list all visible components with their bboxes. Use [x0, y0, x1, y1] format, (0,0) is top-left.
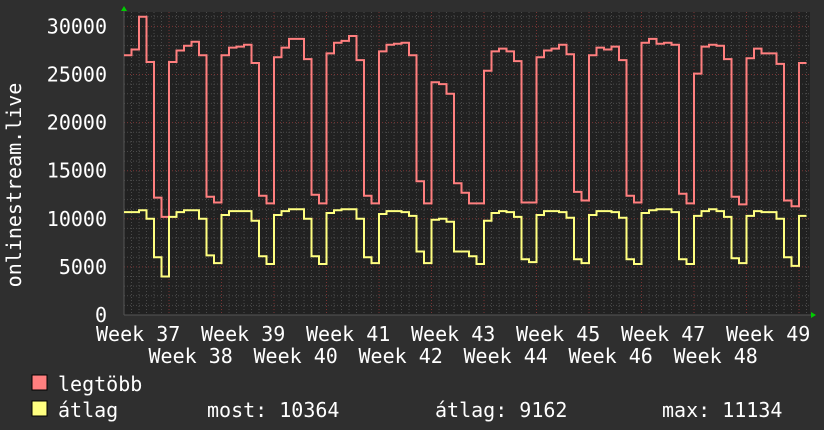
x-tick-label: Week 47 [621, 322, 705, 346]
series-line-max [124, 15, 807, 218]
x-tick-label: Week 40 [254, 344, 338, 368]
plot-area [124, 12, 810, 315]
y-tick-label: 10000 [47, 207, 107, 231]
x-tick-label: Week 46 [569, 344, 653, 368]
legend-swatch-max [31, 374, 48, 391]
x-axis-arrow-icon [811, 312, 816, 318]
x-tick-label: Week 45 [516, 322, 600, 346]
x-tick-label: Week 44 [464, 344, 548, 368]
y-axis-label: onlinestream.live [2, 83, 26, 288]
legend-label-max: legtöbb [58, 372, 142, 396]
stat-average: átlag: 9162 [435, 398, 567, 422]
x-tick-label: Week 38 [149, 344, 233, 368]
y-tick-label: 0 [95, 303, 107, 327]
y-tick-label: 15000 [47, 159, 107, 183]
x-tick-label: Week 42 [359, 344, 443, 368]
x-tick-label: Week 37 [96, 322, 180, 346]
x-tick-label: Week 48 [674, 344, 758, 368]
legend-label-avg: átlag [58, 398, 118, 422]
series-line-avg [124, 208, 807, 278]
y-tick-label: 30000 [47, 14, 107, 38]
legend-swatch-avg [31, 400, 48, 417]
x-tick-label: Week 41 [306, 322, 390, 346]
y-axis-arrow-icon [121, 6, 127, 11]
stat-maximum: max: 11134 [662, 398, 782, 422]
y-tick-label: 20000 [47, 111, 107, 135]
y-axis-ticks: 0 5000 10000 15000 20000 25000 30000 [47, 14, 107, 327]
stat-current: most: 10364 [207, 398, 339, 422]
x-tick-label: Week 49 [726, 322, 810, 346]
y-tick-label: 5000 [59, 255, 107, 279]
x-tick-label: Week 43 [411, 322, 495, 346]
series-lines [124, 15, 807, 278]
x-tick-label: Week 39 [201, 322, 285, 346]
grid [123, 8, 814, 316]
y-tick-label: 25000 [47, 63, 107, 87]
